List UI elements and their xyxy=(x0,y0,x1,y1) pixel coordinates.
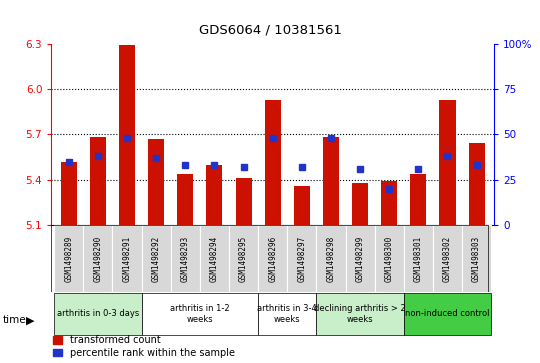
FancyBboxPatch shape xyxy=(112,225,141,292)
FancyBboxPatch shape xyxy=(141,225,171,292)
Text: GSM1498292: GSM1498292 xyxy=(152,236,161,282)
FancyBboxPatch shape xyxy=(54,225,83,292)
FancyBboxPatch shape xyxy=(171,225,200,292)
FancyBboxPatch shape xyxy=(316,225,346,292)
FancyBboxPatch shape xyxy=(258,293,316,335)
Text: non-induced control: non-induced control xyxy=(405,310,490,318)
Bar xyxy=(294,186,310,225)
FancyBboxPatch shape xyxy=(258,225,287,292)
Text: GSM1498295: GSM1498295 xyxy=(239,236,248,282)
Bar xyxy=(90,137,106,225)
FancyBboxPatch shape xyxy=(200,225,229,292)
FancyBboxPatch shape xyxy=(83,225,112,292)
FancyBboxPatch shape xyxy=(346,225,375,292)
FancyBboxPatch shape xyxy=(462,225,491,292)
Text: arthritis in 1-2
weeks: arthritis in 1-2 weeks xyxy=(170,304,230,324)
Bar xyxy=(381,181,397,225)
Bar xyxy=(206,164,222,225)
FancyBboxPatch shape xyxy=(229,225,258,292)
Text: GSM1498293: GSM1498293 xyxy=(181,236,190,282)
Bar xyxy=(265,99,281,225)
Bar xyxy=(469,143,484,225)
Text: GSM1498299: GSM1498299 xyxy=(356,236,364,282)
Bar xyxy=(352,183,368,225)
Text: GSM1498301: GSM1498301 xyxy=(414,236,423,282)
Text: GSM1498297: GSM1498297 xyxy=(298,236,306,282)
Text: arthritis in 0-3 days: arthritis in 0-3 days xyxy=(57,310,139,318)
FancyBboxPatch shape xyxy=(433,225,462,292)
Text: GSM1498300: GSM1498300 xyxy=(384,236,394,282)
Text: GSM1498294: GSM1498294 xyxy=(210,236,219,282)
Bar xyxy=(148,139,164,225)
Bar xyxy=(410,174,427,225)
Text: arthritis in 3-4
weeks: arthritis in 3-4 weeks xyxy=(258,304,317,324)
Text: GDS6064 / 10381561: GDS6064 / 10381561 xyxy=(199,24,341,37)
Text: declining arthritis > 2
weeks: declining arthritis > 2 weeks xyxy=(314,304,406,324)
Text: GSM1498290: GSM1498290 xyxy=(93,236,103,282)
Bar xyxy=(61,162,77,225)
FancyBboxPatch shape xyxy=(141,293,258,335)
Text: ▶: ▶ xyxy=(26,315,35,325)
FancyBboxPatch shape xyxy=(404,293,491,335)
FancyBboxPatch shape xyxy=(316,293,404,335)
FancyBboxPatch shape xyxy=(375,225,404,292)
Bar xyxy=(235,178,252,225)
Bar xyxy=(177,174,193,225)
Text: GSM1498291: GSM1498291 xyxy=(123,236,132,282)
Text: time: time xyxy=(3,315,26,325)
Bar xyxy=(440,99,456,225)
FancyBboxPatch shape xyxy=(54,293,141,335)
FancyBboxPatch shape xyxy=(287,225,316,292)
Bar xyxy=(119,45,135,225)
Legend: transformed count, percentile rank within the sample: transformed count, percentile rank withi… xyxy=(53,335,235,358)
FancyBboxPatch shape xyxy=(404,225,433,292)
Text: GSM1498303: GSM1498303 xyxy=(472,236,481,282)
Text: GSM1498298: GSM1498298 xyxy=(327,236,335,282)
Text: GSM1498289: GSM1498289 xyxy=(64,236,73,282)
Text: GSM1498296: GSM1498296 xyxy=(268,236,277,282)
Bar xyxy=(323,137,339,225)
Text: GSM1498302: GSM1498302 xyxy=(443,236,452,282)
